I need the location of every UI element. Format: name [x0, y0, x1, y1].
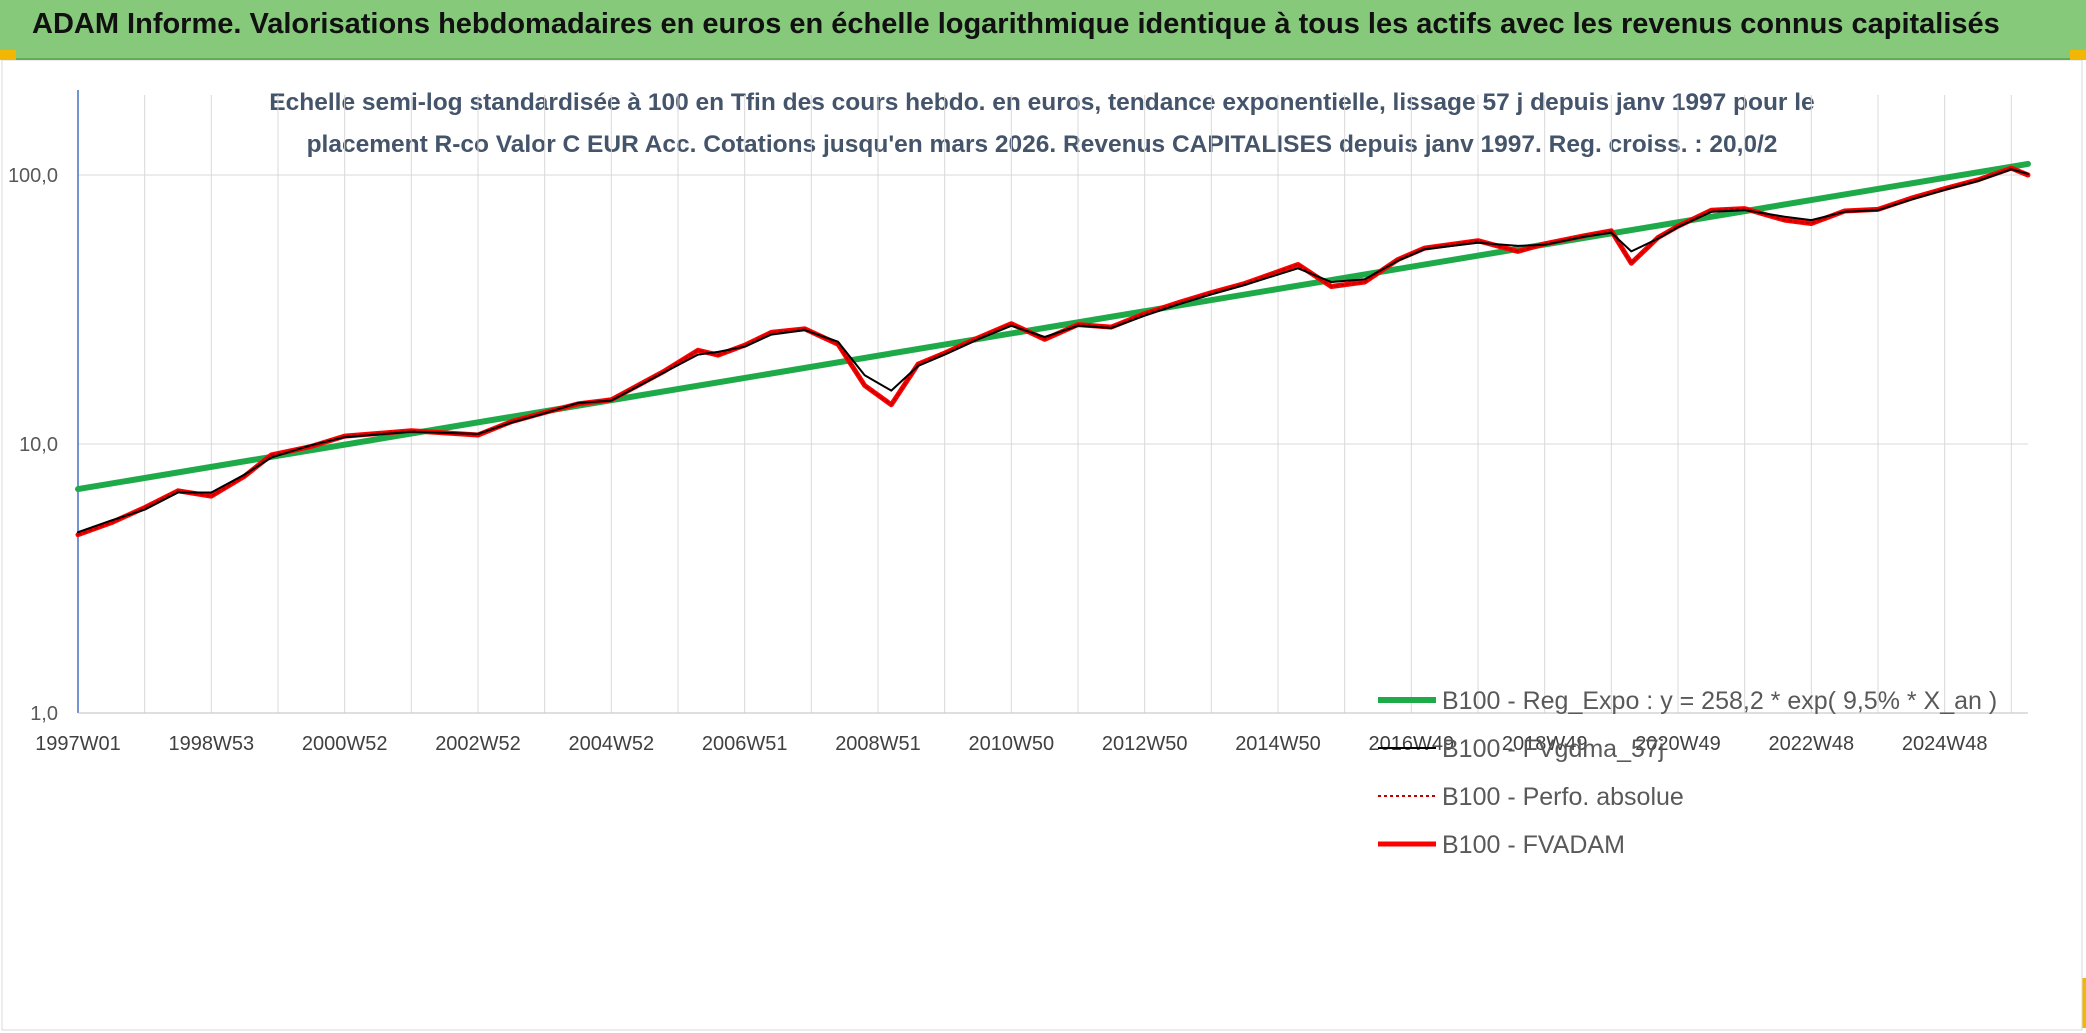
legend-label: B100 - FVgdma_57j	[1442, 735, 1664, 763]
x-tick-label: 2008W51	[835, 733, 921, 755]
x-tick-label: 2016W49	[1369, 733, 1455, 755]
chart: Echelle semi-log standardisée à 100 en T…	[1, 60, 2083, 1031]
chart-subtitle-line-2: placement R-co Valor C EUR Acc. Cotation…	[307, 131, 1778, 158]
corner-marker-top-right	[2070, 50, 2086, 60]
x-tick-label: 2000W52	[302, 733, 388, 755]
axis-layer: 1,0 10,0 100,0 1997W01 1998W53 2000W52 2002W52…	[8, 90, 2028, 755]
legend-label: B100 - Perfo. absolue	[1442, 783, 1684, 811]
corner-marker-top-left	[0, 50, 16, 60]
corner-marker-bottom-right	[2080, 978, 2086, 1028]
x-tick-label: 2018W49	[1502, 733, 1588, 755]
x-tick-label: 2020W49	[1635, 733, 1721, 755]
legend-label: B100 - Reg_Expo : y = 258,2 * exp( 9,5% …	[1442, 687, 1997, 715]
y-tick-label: 1,0	[30, 703, 58, 725]
series-line-reg-expo	[75, 160, 2031, 493]
x-tick-label: 1998W53	[169, 733, 255, 755]
chart-subtitle-line-1: Echelle semi-log standardisée à 100 en T…	[269, 89, 1814, 116]
x-tick-label: 2024W48	[1902, 733, 1988, 755]
x-tick-label: 2002W52	[435, 733, 521, 755]
chart-area	[1, 60, 2083, 1031]
y-tick-label: 10,0	[19, 434, 58, 456]
x-tick-label: 1997W01	[35, 733, 121, 755]
x-tick-label: 2022W48	[1769, 733, 1855, 755]
x-tick-label: 2004W52	[569, 733, 655, 755]
y-tick-label: 100,0	[8, 165, 58, 187]
series-layer	[75, 160, 2031, 538]
legend-label: B100 - FVADAM	[1442, 831, 1625, 859]
x-tick-label: 2014W50	[1235, 733, 1321, 755]
series-line-fvgdma	[77, 168, 2029, 534]
x-tick-label: 2012W50	[1102, 733, 1188, 755]
x-tick-label: 2006W51	[702, 733, 788, 755]
report-header: ADAM Informe. Valorisations hebdomadaire…	[0, 0, 2086, 60]
legend: B100 - Reg_Expo : y = 258,2 * exp( 9,5% …	[1378, 687, 1997, 859]
x-tick-label: 2010W50	[969, 733, 1055, 755]
report-title: ADAM Informe. Valorisations hebdomadaire…	[32, 8, 2000, 40]
